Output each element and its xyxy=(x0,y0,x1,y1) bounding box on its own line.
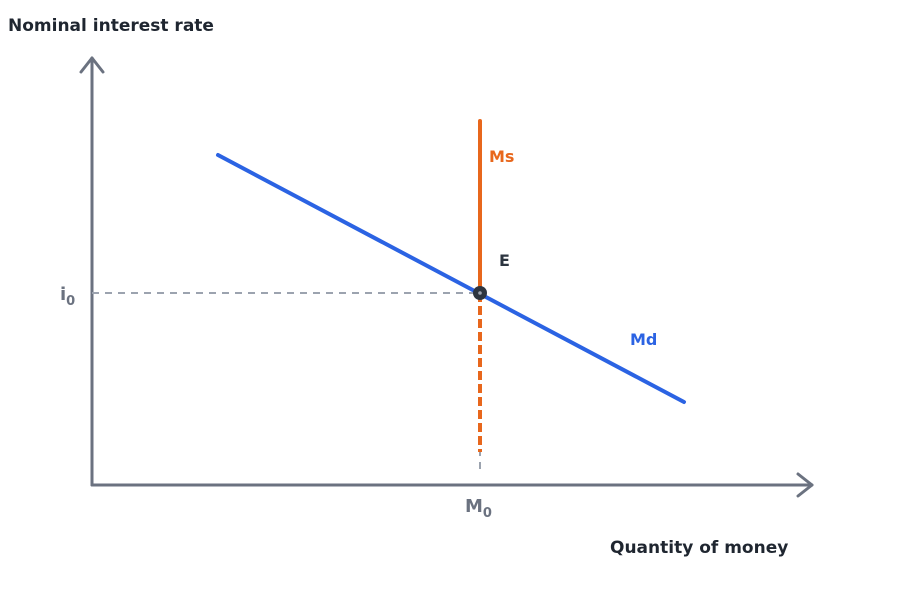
money-demand-label: Md xyxy=(630,330,657,349)
x-tick-subscript: 0 xyxy=(483,506,492,521)
money-demand-curve xyxy=(216,153,686,404)
x-axis-title: Quantity of money xyxy=(610,538,788,558)
x-axis-arrowhead xyxy=(796,472,814,498)
y-tick-label: i0 xyxy=(60,284,75,309)
x-tick-label: M0 xyxy=(465,496,492,521)
money-supply-label: Ms xyxy=(489,147,514,166)
x-tick-base: M xyxy=(465,496,483,517)
equilibrium-point-center xyxy=(478,291,482,295)
y-tick-subscript: 0 xyxy=(66,294,75,309)
y-tick-base: i xyxy=(60,284,66,305)
y-axis-title: Nominal interest rate xyxy=(8,16,214,36)
axes xyxy=(79,56,814,498)
equilibrium-label: E xyxy=(499,251,510,270)
guide-lines xyxy=(92,292,481,474)
y-axis-arrowhead xyxy=(79,56,105,74)
